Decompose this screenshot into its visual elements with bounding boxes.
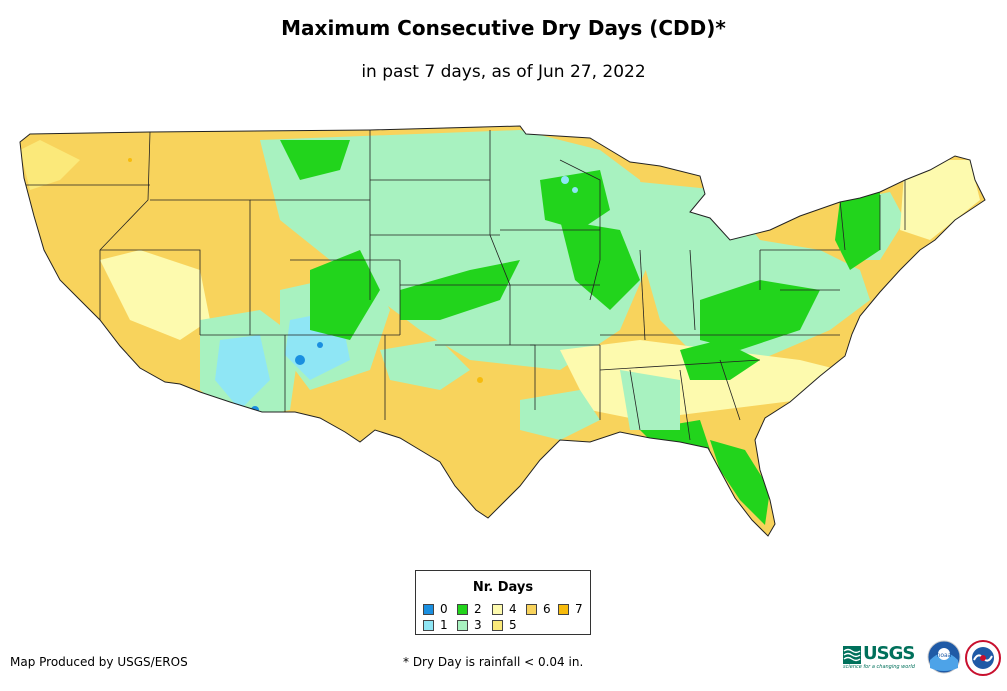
us-map xyxy=(0,120,1007,560)
dry-days-fill xyxy=(20,126,985,536)
map-subtitle: in past 7 days, as of Jun 27, 2022 xyxy=(361,62,646,82)
legend-swatch xyxy=(558,603,569,615)
legend-swatch xyxy=(423,619,434,631)
legend-item-1: 1 xyxy=(423,618,448,632)
legend-swatch xyxy=(492,603,503,615)
legend-swatch xyxy=(492,619,503,631)
legend-item-2: 2 xyxy=(457,602,482,616)
nws-logo-icon xyxy=(965,640,1001,676)
noaa-logo-icon: noaa xyxy=(927,640,961,674)
legend-label: 6 xyxy=(543,602,551,616)
legend-label: 0 xyxy=(440,602,448,616)
legend-swatch xyxy=(457,603,468,615)
legend: Nr. Days 0 1 2 3 4 5 6 7 xyxy=(415,570,591,635)
agency-logos: USGS science for a changing world noaa xyxy=(843,638,1003,678)
legend-label: 1 xyxy=(440,618,448,632)
legend-item-3: 3 xyxy=(457,618,482,632)
usgs-logo-text: USGS xyxy=(863,643,915,664)
legend-label: 2 xyxy=(474,602,482,616)
legend-label: 5 xyxy=(509,618,517,632)
nation-outline xyxy=(19,125,986,537)
legend-swatch xyxy=(457,619,468,631)
legend-title: Nr. Days xyxy=(472,580,534,595)
map-title: Maximum Consecutive Dry Days (CDD)* xyxy=(281,16,726,40)
map-credit: Map Produced by USGS/EROS xyxy=(10,655,188,669)
usgs-tagline: science for a changing world xyxy=(843,664,915,670)
usgs-wave-icon xyxy=(843,646,861,664)
legend-swatch xyxy=(423,603,434,615)
legend-item-7: 7 xyxy=(558,602,583,616)
legend-label: 7 xyxy=(575,602,583,616)
legend-item-4: 4 xyxy=(492,602,517,616)
legend-item-0: 0 xyxy=(423,602,448,616)
legend-item-6: 6 xyxy=(526,602,551,616)
noaa-logo-text: noaa xyxy=(937,652,952,659)
legend-label: 4 xyxy=(509,602,517,616)
legend-label: 3 xyxy=(474,618,482,632)
dry-day-footnote: * Dry Day is rainfall < 0.04 in. xyxy=(403,655,584,669)
state-borders xyxy=(20,130,906,441)
legend-swatch xyxy=(526,603,537,615)
legend-item-5: 5 xyxy=(492,618,517,632)
